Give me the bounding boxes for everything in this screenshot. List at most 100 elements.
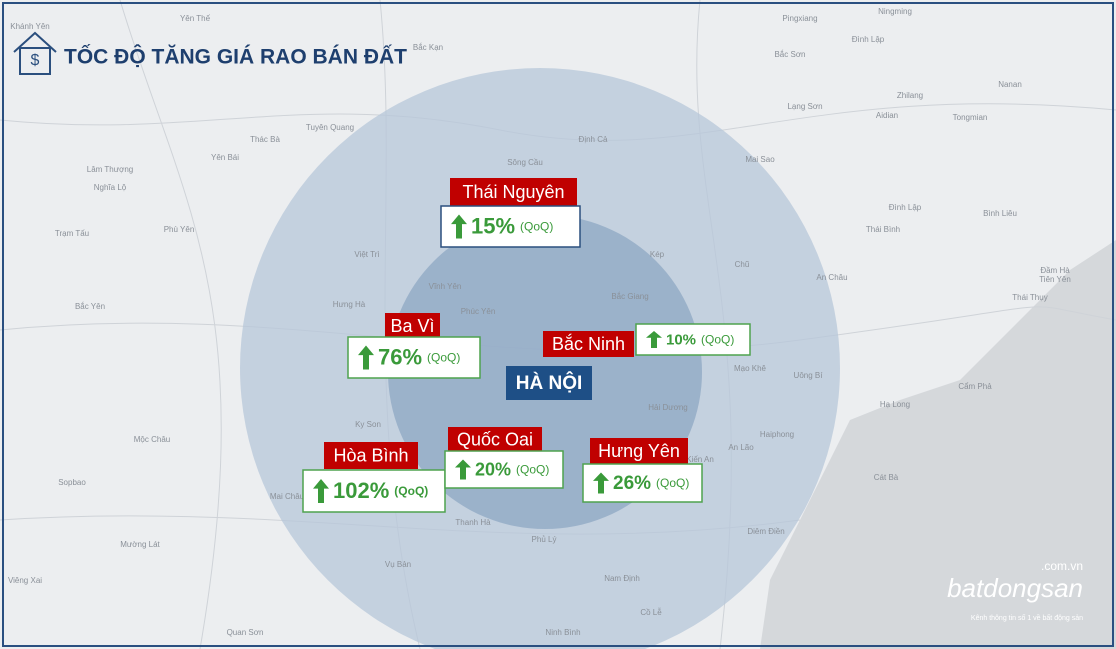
region-name: Quốc Oai <box>457 429 533 449</box>
place-label: Hải Dương <box>648 403 688 412</box>
change-box <box>302 469 446 513</box>
change-value: 26% <box>613 473 651 494</box>
place-label: Vĩnh Yên <box>429 282 462 291</box>
place-label: Việt Trì <box>354 250 379 259</box>
change-value: 20% <box>475 459 511 479</box>
region-name-box <box>324 442 418 469</box>
place-label: Cát Bà <box>874 473 899 482</box>
place-label: Thác Bà <box>250 135 280 144</box>
region-callout: Thái Nguyên 15% (QoQ) <box>440 178 581 248</box>
up-arrow <box>455 459 471 480</box>
brand-tagline: Kênh thông tin số 1 về bất động sản <box>971 613 1083 622</box>
place-label: Phù Yên <box>164 225 195 234</box>
title-icon: $ <box>13 31 57 75</box>
place-label: Thái Thụy <box>1012 293 1047 302</box>
sea <box>760 240 1116 649</box>
region-name-box <box>450 178 577 206</box>
place-label: Bắc Giang <box>611 292 648 301</box>
center-box <box>506 366 592 400</box>
region-name: Ba Vì <box>390 316 434 336</box>
up-arrow <box>593 472 609 494</box>
place-label: Bắc Kạn <box>413 43 443 52</box>
place-label: Bình Liêu <box>983 209 1017 218</box>
change-box <box>440 205 581 248</box>
change-text: 102% (QoQ) <box>333 478 428 503</box>
svg-text:$: $ <box>31 52 40 69</box>
change-value: 10% <box>666 331 696 348</box>
place-label: Yên Bái <box>211 153 239 162</box>
place-label: Hạ Long <box>880 400 910 409</box>
place-label: Uông Bí <box>794 371 824 380</box>
change-period: (QoQ) <box>701 333 734 347</box>
up-arrow <box>358 345 374 370</box>
region-name-box <box>385 313 440 339</box>
place-label: Phúc Yên <box>461 307 496 316</box>
place-label: Pingxiang <box>782 14 817 23</box>
place-label: Phủ Lý <box>532 535 557 544</box>
title: TỐC ĐỘ TĂNG GIÁ RAO BÁN ĐẤT <box>64 45 407 69</box>
region-callout: Bắc Ninh 10% (QoQ) <box>543 323 751 357</box>
place-label: Aidian <box>876 111 898 120</box>
brand-domain: .com.vn <box>1041 559 1083 573</box>
region-name-box <box>448 427 542 452</box>
place-label: Diêm Điền <box>747 527 784 536</box>
change-text: 15% (QoQ) <box>471 213 553 238</box>
place-label: Trạm Tấu <box>55 229 89 238</box>
place-label: Bắc Yên <box>75 302 105 311</box>
region-callout: Hưng Yên 26% (QoQ) <box>582 438 703 503</box>
region-name: Hưng Yên <box>598 441 680 461</box>
place-label: Đình Lập <box>889 203 922 212</box>
change-box <box>347 336 481 379</box>
place-label: Cồ Lễ <box>640 608 662 617</box>
place-label: Đình Lập <box>852 35 885 44</box>
place-label: An Châu <box>816 273 847 282</box>
place-label: Ningming <box>878 7 912 16</box>
place-label: Chũ <box>735 260 750 269</box>
change-period: (QoQ) <box>656 476 689 490</box>
place-label: Tuyên Quang <box>306 123 354 132</box>
place-label: Mạo Khê <box>734 364 767 373</box>
region-callout: Quốc Oai 20% (QoQ) <box>444 427 564 489</box>
place-label: Bắc Sơn <box>774 50 805 59</box>
place-label: Mai Châu <box>270 492 304 501</box>
place-label: An Lão <box>728 443 754 452</box>
up-arrow <box>646 331 662 348</box>
place-label: Sopbao <box>58 478 86 487</box>
place-label: Haiphong <box>760 430 794 439</box>
place-label: Tongmian <box>953 113 988 122</box>
place-label: Tiên Yên <box>1039 275 1071 284</box>
change-period: (QoQ) <box>520 220 553 234</box>
place-label: Khánh Yên <box>10 22 49 31</box>
region-name-box <box>543 331 634 357</box>
place-label: Định Cả <box>579 135 608 144</box>
up-arrow <box>451 214 467 239</box>
change-period: (QoQ) <box>427 351 460 365</box>
place-label: Cẩm Phả <box>958 382 992 391</box>
place-label: Nghĩa Lộ <box>94 183 127 192</box>
place-label: Nanan <box>998 80 1022 89</box>
place-label: Ky Son <box>355 420 381 429</box>
place-label: Hưng Hà <box>333 300 366 309</box>
place-label: Kiến An <box>686 455 714 464</box>
place-label: Đầm Hà <box>1040 266 1070 275</box>
place-label: Sông Cầu <box>507 158 543 167</box>
change-period: (QoQ) <box>394 484 428 498</box>
place-label: Nam Định <box>604 574 640 583</box>
region-callout: Hòa Bình 102% (QoQ) <box>302 442 446 513</box>
place-label: Yên Thế <box>180 14 211 23</box>
brand-name: batdongsan <box>947 573 1083 603</box>
change-period: (QoQ) <box>516 463 549 477</box>
place-label: Ninh Bình <box>545 628 580 637</box>
place-label: Lạng Sơn <box>787 102 822 111</box>
change-text: 10% (QoQ) <box>666 331 734 348</box>
place-label: Viêng Xai <box>8 576 42 585</box>
place-label: Mộc Châu <box>134 435 170 444</box>
place-label: Thái Bình <box>866 225 900 234</box>
region-name: Bắc Ninh <box>552 333 625 354</box>
change-value: 102% <box>333 478 389 503</box>
place-label: Vụ Bản <box>385 560 411 569</box>
brand: .com.vn batdongsan Kênh thông tin số 1 v… <box>947 559 1083 622</box>
change-value: 76% <box>378 344 422 369</box>
